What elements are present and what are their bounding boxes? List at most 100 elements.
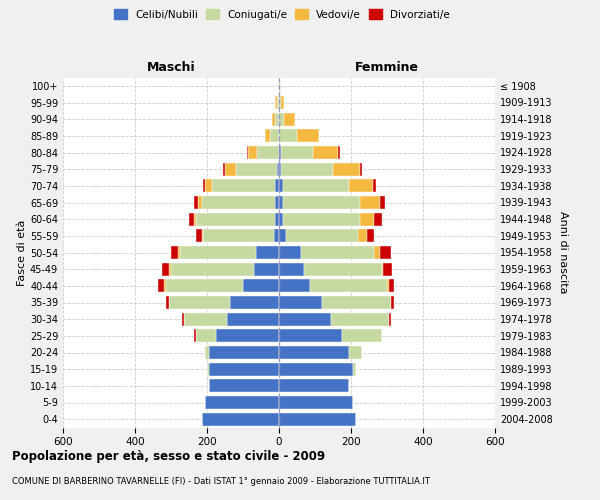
Bar bbox=[283, 212, 360, 226]
Text: Popolazione per età, sesso e stato civile - 2009: Popolazione per età, sesso e stato civil… bbox=[12, 450, 325, 463]
Bar bbox=[297, 130, 319, 142]
Bar bbox=[279, 162, 281, 175]
Bar bbox=[281, 96, 284, 109]
Bar bbox=[275, 212, 279, 226]
Bar bbox=[278, 80, 279, 92]
Bar bbox=[279, 330, 342, 342]
Bar bbox=[171, 246, 178, 259]
Bar bbox=[367, 230, 374, 242]
Bar bbox=[279, 196, 283, 209]
Bar bbox=[202, 412, 279, 426]
Bar bbox=[349, 346, 362, 359]
Bar bbox=[265, 130, 270, 142]
Bar bbox=[230, 296, 279, 309]
Bar bbox=[184, 312, 227, 326]
Bar bbox=[279, 96, 281, 109]
Bar bbox=[178, 246, 180, 259]
Bar bbox=[171, 262, 254, 276]
Bar bbox=[202, 230, 203, 242]
Bar bbox=[360, 162, 362, 175]
Bar bbox=[284, 112, 295, 126]
Bar bbox=[391, 296, 394, 309]
Bar bbox=[202, 196, 275, 209]
Bar bbox=[279, 312, 331, 326]
Bar bbox=[243, 280, 279, 292]
Bar bbox=[279, 112, 284, 126]
Bar bbox=[194, 196, 198, 209]
Bar bbox=[279, 362, 353, 376]
Bar bbox=[360, 212, 374, 226]
Bar bbox=[196, 330, 216, 342]
Bar bbox=[207, 362, 209, 376]
Bar bbox=[274, 230, 279, 242]
Bar bbox=[279, 246, 301, 259]
Bar bbox=[212, 180, 275, 192]
Bar bbox=[279, 230, 286, 242]
Bar bbox=[198, 196, 202, 209]
Bar bbox=[279, 180, 283, 192]
Bar bbox=[275, 180, 279, 192]
Bar bbox=[387, 280, 389, 292]
Text: Maschi: Maschi bbox=[146, 61, 196, 74]
Bar bbox=[169, 262, 171, 276]
Bar bbox=[279, 262, 304, 276]
Bar bbox=[358, 230, 367, 242]
Bar bbox=[275, 196, 279, 209]
Bar bbox=[209, 362, 279, 376]
Bar bbox=[322, 296, 391, 309]
Bar bbox=[205, 346, 209, 359]
Bar bbox=[283, 180, 349, 192]
Bar bbox=[304, 262, 382, 276]
Bar bbox=[205, 396, 279, 409]
Bar bbox=[279, 296, 322, 309]
Bar bbox=[380, 196, 385, 209]
Y-axis label: Anni di nascita: Anni di nascita bbox=[558, 211, 568, 294]
Bar bbox=[360, 196, 380, 209]
Bar bbox=[270, 130, 279, 142]
Bar bbox=[382, 262, 383, 276]
Bar bbox=[279, 80, 280, 92]
Bar bbox=[380, 246, 391, 259]
Bar bbox=[281, 162, 333, 175]
Y-axis label: Fasce di età: Fasce di età bbox=[17, 220, 27, 286]
Bar bbox=[205, 180, 212, 192]
Bar bbox=[216, 330, 279, 342]
Bar bbox=[169, 296, 230, 309]
Bar bbox=[166, 296, 169, 309]
Bar bbox=[383, 262, 392, 276]
Bar bbox=[353, 362, 356, 376]
Bar bbox=[209, 380, 279, 392]
Bar bbox=[301, 246, 374, 259]
Bar bbox=[180, 246, 256, 259]
Text: COMUNE DI BARBERINO TAVARNELLE (FI) - Dati ISTAT 1° gennaio 2009 - Elaborazione : COMUNE DI BARBERINO TAVARNELLE (FI) - Da… bbox=[12, 478, 430, 486]
Bar bbox=[279, 380, 349, 392]
Bar bbox=[279, 412, 356, 426]
Legend: Celibi/Nubili, Coniugati/e, Vedovi/e, Divorziati/e: Celibi/Nubili, Coniugati/e, Vedovi/e, Di… bbox=[110, 5, 454, 24]
Bar bbox=[374, 212, 382, 226]
Bar bbox=[194, 212, 196, 226]
Bar bbox=[203, 180, 205, 192]
Bar bbox=[272, 112, 275, 126]
Bar bbox=[164, 280, 166, 292]
Bar bbox=[256, 246, 279, 259]
Bar bbox=[279, 280, 310, 292]
Bar bbox=[279, 130, 297, 142]
Bar bbox=[254, 262, 279, 276]
Bar bbox=[223, 162, 225, 175]
Bar bbox=[277, 96, 279, 109]
Bar bbox=[279, 146, 281, 159]
Bar bbox=[158, 280, 164, 292]
Bar bbox=[338, 146, 340, 159]
Bar bbox=[279, 212, 283, 226]
Bar bbox=[373, 180, 376, 192]
Bar bbox=[225, 162, 236, 175]
Bar bbox=[313, 146, 338, 159]
Bar bbox=[283, 196, 360, 209]
Bar bbox=[374, 246, 380, 259]
Bar bbox=[286, 230, 358, 242]
Bar bbox=[331, 312, 389, 326]
Bar bbox=[281, 146, 313, 159]
Bar bbox=[257, 146, 279, 159]
Bar bbox=[166, 280, 243, 292]
Bar bbox=[162, 262, 169, 276]
